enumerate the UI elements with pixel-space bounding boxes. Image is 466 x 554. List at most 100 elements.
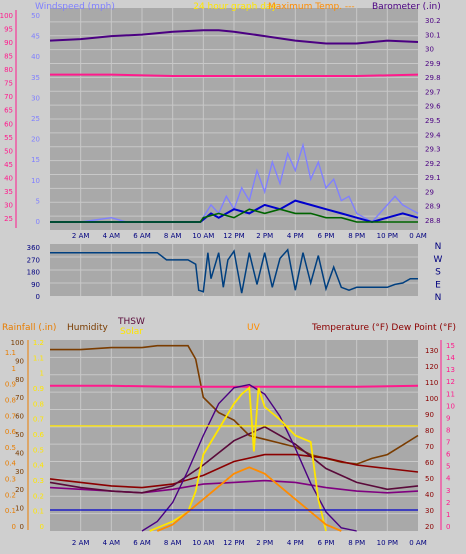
y-tick-label: 0.8: [33, 400, 44, 408]
y-tick-label: 2: [446, 499, 450, 507]
y-tick-label: 90: [15, 357, 24, 365]
y-tick-label: 15: [31, 156, 40, 164]
y-tick-label: 20: [425, 523, 434, 531]
y-tick-label: 55: [4, 134, 13, 142]
x-tick-label: 8 PM: [348, 539, 365, 547]
y-tick-label: 180: [27, 269, 40, 277]
chart-title: 24 hour graph day: [193, 2, 277, 12]
y-tick-label: 0.9: [33, 385, 44, 393]
y-tick-label: 0.1: [5, 507, 16, 515]
y-tick-label: 270: [27, 256, 40, 264]
series-line-pink: [50, 384, 419, 388]
y-tick-label: 85: [4, 53, 13, 61]
y-tick-label: 0: [446, 523, 450, 531]
y-tick-label: 10: [31, 177, 40, 185]
legend-label: THSW: [117, 317, 145, 327]
y-tick-label: 100: [425, 395, 438, 403]
y-tick-label: 30: [425, 507, 434, 515]
y-tick-label: 110: [425, 379, 438, 387]
y-tick-label: 1: [12, 365, 16, 373]
y-tick-label: 4: [446, 475, 451, 483]
y-tick-label: 7: [446, 439, 450, 447]
y-tick-label: 1.1: [5, 349, 16, 357]
x-tick-label: 4 PM: [287, 539, 304, 547]
y-tick-label: 60: [15, 413, 24, 421]
y-tick-label: 1: [446, 511, 450, 519]
y-tick-label: 90: [31, 281, 40, 289]
y-tick-label: 0.5: [5, 444, 16, 452]
y-tick-label: 130: [425, 347, 438, 355]
y-tick-label: 28.8: [425, 217, 441, 225]
x-tick-label: 10 PM: [377, 539, 398, 547]
x-tick-label: 6 AM: [133, 539, 151, 547]
legend-label: Barometer (.in): [372, 2, 441, 12]
legend-label: Windspeed (mph): [35, 2, 115, 12]
y-tick-label: 80: [425, 427, 434, 435]
y-tick-label: 29.9: [425, 60, 441, 68]
y-tick-label: 0.5: [33, 446, 44, 454]
y-tick-label: 80: [15, 376, 24, 384]
series-line-uv: [156, 466, 342, 532]
series-line-thsw: [49, 425, 419, 494]
y-tick-label: 45: [4, 161, 13, 169]
y-tick-label: 29.4: [425, 131, 441, 139]
y-tick-label: 0.3: [33, 477, 44, 485]
y-tick-label: 29.2: [425, 160, 441, 168]
x-tick-label: 2 PM: [256, 539, 273, 547]
y-tick-label: 120: [425, 363, 438, 371]
y-tick-label: 60: [425, 459, 434, 467]
y-tick-label: 40: [425, 491, 434, 499]
y-tick-label: 45: [31, 33, 40, 41]
y-tick-label: 0.9: [5, 381, 16, 389]
x-tick-label: 8 PM: [348, 232, 365, 240]
y-tick-label: 50: [4, 147, 13, 155]
x-tick-label: 2 AM: [72, 232, 90, 240]
y-tick-label: 14: [446, 354, 455, 362]
x-tick-label: 8 AM: [164, 232, 182, 240]
x-tick-label: 8 AM: [164, 539, 182, 547]
y-tick-label: 0.7: [33, 416, 44, 424]
x-tick-label: 12 PM: [223, 232, 244, 240]
legend-label: Solar: [120, 327, 143, 337]
y-tick-label: 25: [31, 115, 40, 123]
y-tick-label: 0.4: [5, 460, 17, 468]
legend-label: Temperature (°F) Dew Point (°F): [311, 323, 456, 333]
compass-label: S: [435, 268, 441, 278]
y-tick-label: 28.9: [425, 203, 441, 211]
y-tick-label: 29.5: [425, 117, 441, 125]
legend-label: UV: [247, 323, 261, 333]
y-tick-label: 30: [15, 468, 24, 476]
y-tick-label: 60: [4, 120, 13, 128]
series-line-solar-max: [141, 383, 357, 532]
y-tick-label: 0.6: [33, 431, 45, 439]
x-tick-label: 0 AM: [409, 232, 427, 240]
y-tick-label: 80: [4, 66, 13, 74]
y-tick-label: 100: [11, 339, 24, 347]
x-tick-label: 10 AM: [192, 232, 214, 240]
series-line-humidity: [50, 344, 419, 465]
y-tick-label: 29.3: [425, 146, 441, 154]
y-tick-label: 1.1: [33, 354, 44, 362]
y-tick-label: 29.7: [425, 88, 441, 96]
series-line-pink: [50, 73, 419, 77]
y-tick-label: 0.6: [5, 428, 17, 436]
y-tick-label: 9: [446, 414, 450, 422]
compass-label: W: [434, 255, 443, 265]
y-tick-label: 50: [15, 431, 24, 439]
y-tick-label: 95: [4, 26, 13, 34]
y-tick-label: 1: [40, 370, 44, 378]
y-tick-label: 0.4: [33, 462, 45, 470]
y-tick-label: 29: [425, 188, 434, 196]
x-tick-label: 6 PM: [318, 539, 335, 547]
series-line-wind-direction: [50, 248, 418, 294]
y-tick-label: 5: [446, 463, 450, 471]
y-tick-label: 0.1: [33, 508, 44, 516]
y-tick-label: 3: [446, 487, 450, 495]
legend-label: Humidity: [67, 323, 108, 333]
y-tick-label: 30: [4, 201, 13, 209]
y-tick-label: 0: [12, 523, 16, 531]
y-tick-label: 20: [31, 136, 40, 144]
series-line-wind-avg: [50, 208, 418, 223]
y-tick-label: 70: [15, 394, 24, 402]
